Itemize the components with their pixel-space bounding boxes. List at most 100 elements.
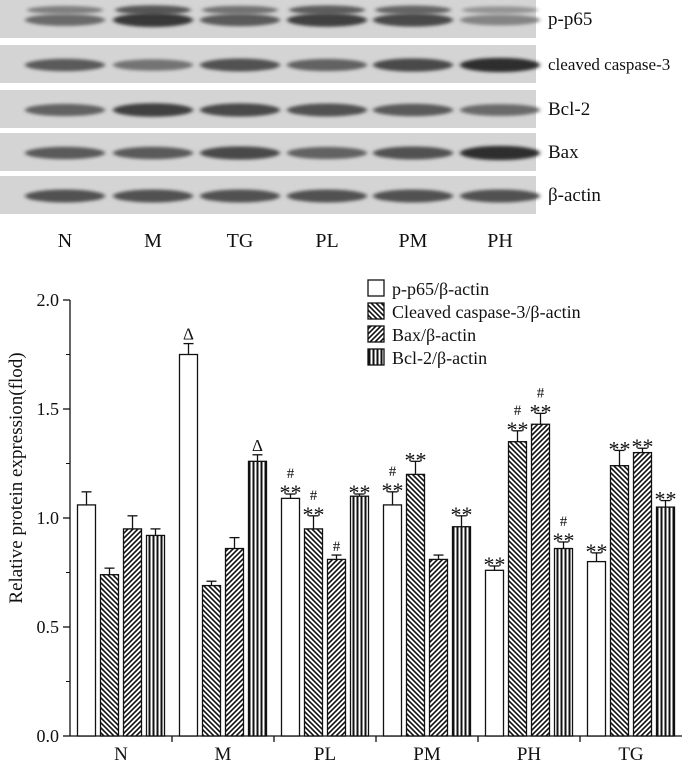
significance-mark: ** bbox=[655, 487, 677, 512]
bar bbox=[553, 547, 574, 737]
significance-mark: # bbox=[560, 514, 568, 530]
significance-mark: Δ bbox=[252, 436, 263, 455]
x-tick-label: PM bbox=[413, 744, 441, 763]
significance-mark: ** bbox=[484, 552, 506, 577]
y-tick-label: 0.5 bbox=[37, 617, 60, 637]
blot-lane-label: PM bbox=[399, 230, 428, 252]
y-tick-label: 2.0 bbox=[37, 290, 60, 310]
blot-row: cleaved caspase-3 bbox=[0, 45, 670, 83]
bar bbox=[530, 423, 551, 737]
bar bbox=[247, 460, 268, 737]
blot-band bbox=[373, 103, 453, 117]
blot-row: p-p65 bbox=[0, 0, 592, 38]
blot-band bbox=[113, 189, 193, 203]
significance-mark: ** bbox=[280, 480, 302, 505]
bar bbox=[303, 528, 324, 737]
blot-band bbox=[113, 146, 193, 160]
bar bbox=[484, 569, 505, 737]
series-bars: **#****#** bbox=[99, 403, 631, 737]
x-tick-label: N bbox=[114, 744, 128, 763]
legend-swatch bbox=[367, 348, 385, 366]
blot-row: Bcl-2 bbox=[0, 90, 590, 128]
x-tick-label: M bbox=[215, 744, 232, 763]
bar bbox=[632, 451, 653, 737]
y-tick-label: 1.5 bbox=[37, 399, 60, 419]
blot-band bbox=[373, 58, 453, 72]
bar bbox=[201, 584, 222, 737]
blot-lane-label: M bbox=[144, 230, 162, 252]
blot-row-label: Bax bbox=[548, 142, 579, 163]
blot-band bbox=[200, 103, 280, 117]
blot-band bbox=[202, 5, 278, 15]
significance-mark: ** bbox=[303, 502, 325, 527]
blot-band bbox=[460, 14, 540, 26]
series-bars: #**#** bbox=[122, 385, 654, 737]
legend-swatch bbox=[367, 325, 385, 343]
bar bbox=[586, 560, 607, 737]
blot-lane-label: TG bbox=[227, 230, 254, 252]
bar bbox=[405, 473, 426, 737]
y-axis-title: Relative protein expression(flod) bbox=[6, 352, 27, 603]
bar bbox=[428, 558, 449, 737]
significance-mark: ** bbox=[382, 478, 404, 503]
y-tick-label: 1.0 bbox=[37, 508, 60, 528]
bar bbox=[326, 558, 347, 737]
blot-band bbox=[460, 57, 540, 73]
blot-band bbox=[113, 13, 193, 27]
western-blot-panel: p-p65 cleaved caspase-3 Bcl-2 Bax β-actin N M… bbox=[0, 0, 670, 252]
blot-row: β-actin bbox=[0, 176, 601, 214]
significance-mark: # bbox=[514, 403, 522, 419]
blot-band bbox=[287, 146, 367, 160]
blot-band bbox=[287, 103, 367, 117]
legend-label: Bcl-2/β-actin bbox=[392, 348, 487, 368]
blot-band bbox=[113, 103, 193, 117]
bar bbox=[507, 441, 528, 737]
blot-band bbox=[113, 59, 193, 71]
blot-band bbox=[460, 189, 540, 203]
blot-band bbox=[25, 146, 105, 160]
x-tick-label: PL bbox=[314, 744, 336, 763]
blot-band bbox=[287, 58, 367, 72]
significance-mark: # bbox=[287, 466, 295, 482]
significance-mark: ** bbox=[553, 528, 575, 553]
blot-band bbox=[25, 58, 105, 72]
bar bbox=[99, 574, 120, 737]
series-bars: Δ**#**#**** bbox=[76, 325, 608, 737]
significance-mark: ** bbox=[405, 447, 427, 472]
blot-band bbox=[200, 146, 280, 160]
legend-label: Cleaved caspase-3/β-actin bbox=[392, 302, 581, 322]
significance-mark: # bbox=[537, 385, 545, 401]
blot-band bbox=[200, 189, 280, 203]
blot-row: Bax bbox=[0, 133, 579, 171]
blot-row-label: cleaved caspase-3 bbox=[548, 55, 670, 74]
significance-mark: Δ bbox=[183, 325, 194, 344]
blot-band bbox=[460, 104, 540, 116]
bar bbox=[349, 495, 370, 737]
legend-swatch bbox=[367, 302, 385, 320]
blot-band bbox=[373, 146, 453, 160]
blot-band bbox=[25, 14, 105, 26]
blot-band bbox=[25, 189, 105, 203]
bar bbox=[178, 353, 199, 737]
significance-mark: ** bbox=[609, 436, 631, 461]
blot-band bbox=[287, 13, 367, 27]
blot-band bbox=[200, 13, 280, 27]
significance-mark: ** bbox=[349, 480, 371, 505]
significance-mark: ** bbox=[507, 417, 529, 442]
blot-lane-label: PL bbox=[315, 230, 338, 252]
legend-label: p-p65/β-actin bbox=[392, 279, 489, 299]
blot-band bbox=[287, 189, 367, 203]
blot-band bbox=[115, 5, 191, 15]
significance-mark: # bbox=[389, 464, 397, 480]
blot-band bbox=[25, 103, 105, 117]
significance-mark: ** bbox=[530, 399, 552, 424]
bar bbox=[382, 504, 403, 737]
bar bbox=[451, 526, 472, 737]
bar bbox=[76, 504, 97, 737]
significance-mark: ** bbox=[586, 539, 608, 564]
series-bars: Δ******#** bbox=[145, 436, 677, 737]
bar bbox=[655, 506, 676, 737]
bar bbox=[609, 465, 630, 737]
bar bbox=[122, 528, 143, 737]
blot-band bbox=[375, 5, 451, 15]
